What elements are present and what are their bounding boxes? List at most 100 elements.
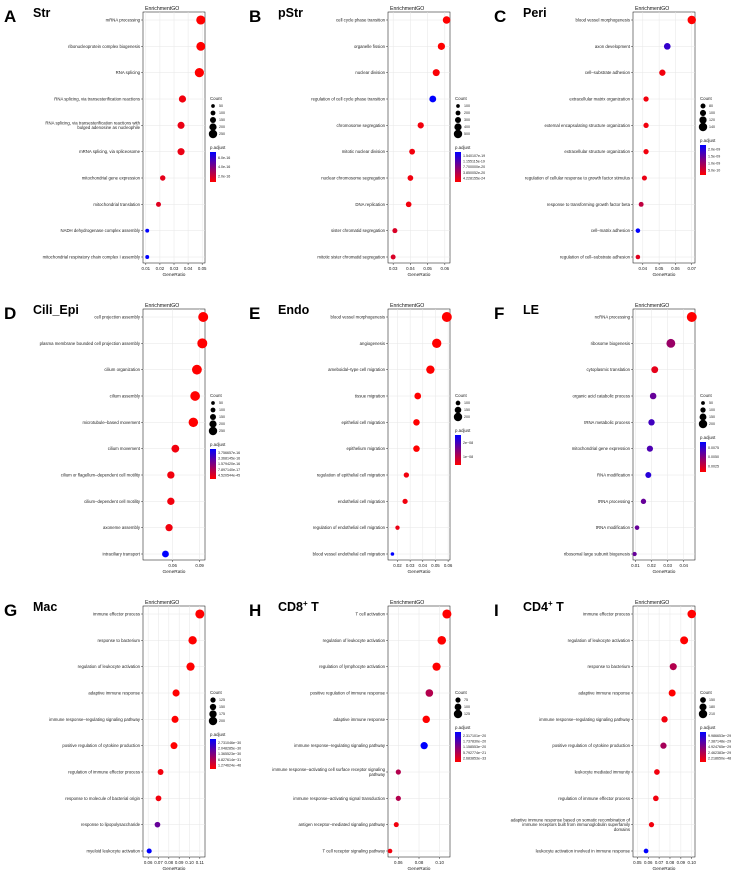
panel-f: F LE EnrichmentGO 0.01 0.02 0.03 0.04GeneRatio… [494, 303, 719, 575]
count-legend-dot [700, 407, 706, 413]
count-legend-label: 125 [464, 712, 470, 716]
padj-legend-label: 3.756657e-16 [218, 451, 240, 455]
count-legend-dot [454, 406, 462, 414]
term-label-line: regulation of epithelial cell migration [317, 473, 386, 478]
data-point [432, 69, 440, 77]
count-legend-dot [699, 413, 707, 421]
panel-title-text: Peri [523, 6, 547, 20]
enrichment-label: EnrichmentGO [635, 600, 669, 606]
count-legend-dot [454, 703, 462, 711]
enrichment-label: EnrichmentGO [145, 6, 179, 12]
padj-legend-label: 2.0e-09 [708, 148, 720, 152]
panel-i: I CD4+ T EnrichmentGO 0.05 0.06 0.07 0.08 0.09 0… [494, 599, 731, 872]
term-label: organic acid catabolic process [572, 394, 630, 399]
x-tick-label: 0.06 [168, 563, 177, 568]
x-tick-label: 0.04 [184, 266, 193, 271]
term-label-line: RNA splicing, via transesterification re… [45, 120, 140, 125]
count-legend-dot [698, 709, 708, 719]
term-label-line: adaptive immune response [578, 691, 630, 696]
plot-frame [387, 11, 451, 264]
term-label-line: mitochondrial gene expression [82, 176, 141, 181]
term-label: blood vessel morphogenesis [576, 18, 630, 23]
term-label: plasma membrane bounded cell projection … [40, 341, 141, 346]
data-point [422, 715, 430, 724]
term-label-line: nuclear chromosome segregation [321, 176, 385, 181]
term-label: immune effector process [93, 612, 140, 617]
term-label-line: tissue migration [355, 394, 386, 399]
padj-legend-label: 2e−08 [463, 441, 473, 445]
enrichment-label: EnrichmentGO [390, 600, 424, 606]
data-point [651, 366, 659, 374]
count-legend-title: Count [455, 393, 467, 398]
count-legend-label: 150 [219, 118, 225, 122]
term-label: epithelial cell migration [342, 420, 386, 425]
data-point [641, 175, 647, 181]
padj-legend-label: 2.218650e−48 [708, 756, 731, 760]
padj-legend-label: 7.897140e-17 [218, 468, 240, 472]
data-point [643, 848, 649, 854]
term-label-line: tRNA modification [596, 525, 631, 530]
data-point [432, 338, 442, 348]
padj-legend-label: 4.228155e-24 [463, 176, 485, 180]
count-legend-title: Count [210, 96, 222, 101]
x-tick-label: 0.07 [154, 860, 163, 865]
enrichment-label: EnrichmentGO [635, 6, 669, 12]
data-point [172, 689, 180, 697]
term-label: leukocyte mediated immunity [575, 770, 631, 775]
panel-title-superscript: + [303, 599, 308, 608]
term-label-line: regulation of leukocyte activation [78, 664, 141, 669]
term-label-line: ameboidal–type cell migration [328, 367, 385, 372]
panel-title: CD4+ T [523, 599, 564, 614]
padj-legend-label: 2.683853e−33 [463, 756, 486, 760]
count-legend-dot [455, 110, 461, 116]
term-label: regulation of leukocyte activation [323, 638, 386, 643]
term-label-line: tRNA processing [598, 499, 631, 504]
padj-legend-label: 1.155115e-19 [463, 160, 485, 164]
count-legend-label: 100 [709, 111, 715, 115]
data-point [649, 392, 657, 400]
count-legend-dot [211, 401, 215, 405]
count-legend-label: 140 [709, 125, 715, 129]
x-tick-label: 0.01 [631, 563, 640, 568]
data-point [638, 201, 644, 207]
count-legend-label: 75 [464, 698, 468, 702]
term-label-line: cilium–dependent cell motility [84, 499, 141, 504]
term-label-line: sister chromatid segregation [331, 228, 386, 233]
padj-legend-title: p.adjust [455, 725, 471, 730]
data-point [654, 769, 660, 775]
term-label-line: immune response–regulating signaling pat… [294, 743, 386, 748]
data-point [417, 122, 424, 129]
term-label-line: regulation of immune effector process [558, 796, 630, 801]
data-point [387, 848, 393, 854]
plot-frame [632, 605, 696, 858]
data-point [145, 255, 150, 259]
data-point [395, 525, 400, 530]
count-legend-title: Count [210, 393, 222, 398]
term-label: cilium movement [108, 446, 141, 451]
padj-legend-label: 3.850052e-20 [463, 171, 485, 175]
term-label: regulation of leukocyte activation [568, 638, 631, 643]
data-point [425, 689, 434, 697]
term-label-line: regulation of leukocyte activation [323, 638, 386, 643]
term-label-line: nuclear division [355, 70, 385, 75]
data-point [413, 419, 420, 426]
x-tick-label: 0.03 [389, 266, 398, 271]
count-legend-dot [211, 104, 215, 108]
panel-title: CD8+ T [278, 599, 319, 614]
term-label-line: immune response–activating cell surface … [272, 767, 385, 772]
count-legend-dot [455, 400, 461, 406]
data-point [687, 609, 697, 619]
term-label: cilium–dependent cell motility [84, 499, 141, 504]
term-label: RNA modification [597, 473, 631, 478]
x-tick-label: 0.04 [406, 266, 415, 271]
x-axis-title: GeneRatio [653, 272, 676, 278]
data-point [640, 498, 647, 505]
data-point [442, 609, 452, 619]
padj-colorbar [455, 152, 461, 182]
term-label: DNA replication [355, 202, 385, 207]
count-legend-label: 80 [709, 104, 713, 108]
data-point [157, 769, 164, 775]
x-tick-label: 0.09 [195, 563, 204, 568]
padj-legend-label: 4.924765e−29 [708, 745, 731, 749]
